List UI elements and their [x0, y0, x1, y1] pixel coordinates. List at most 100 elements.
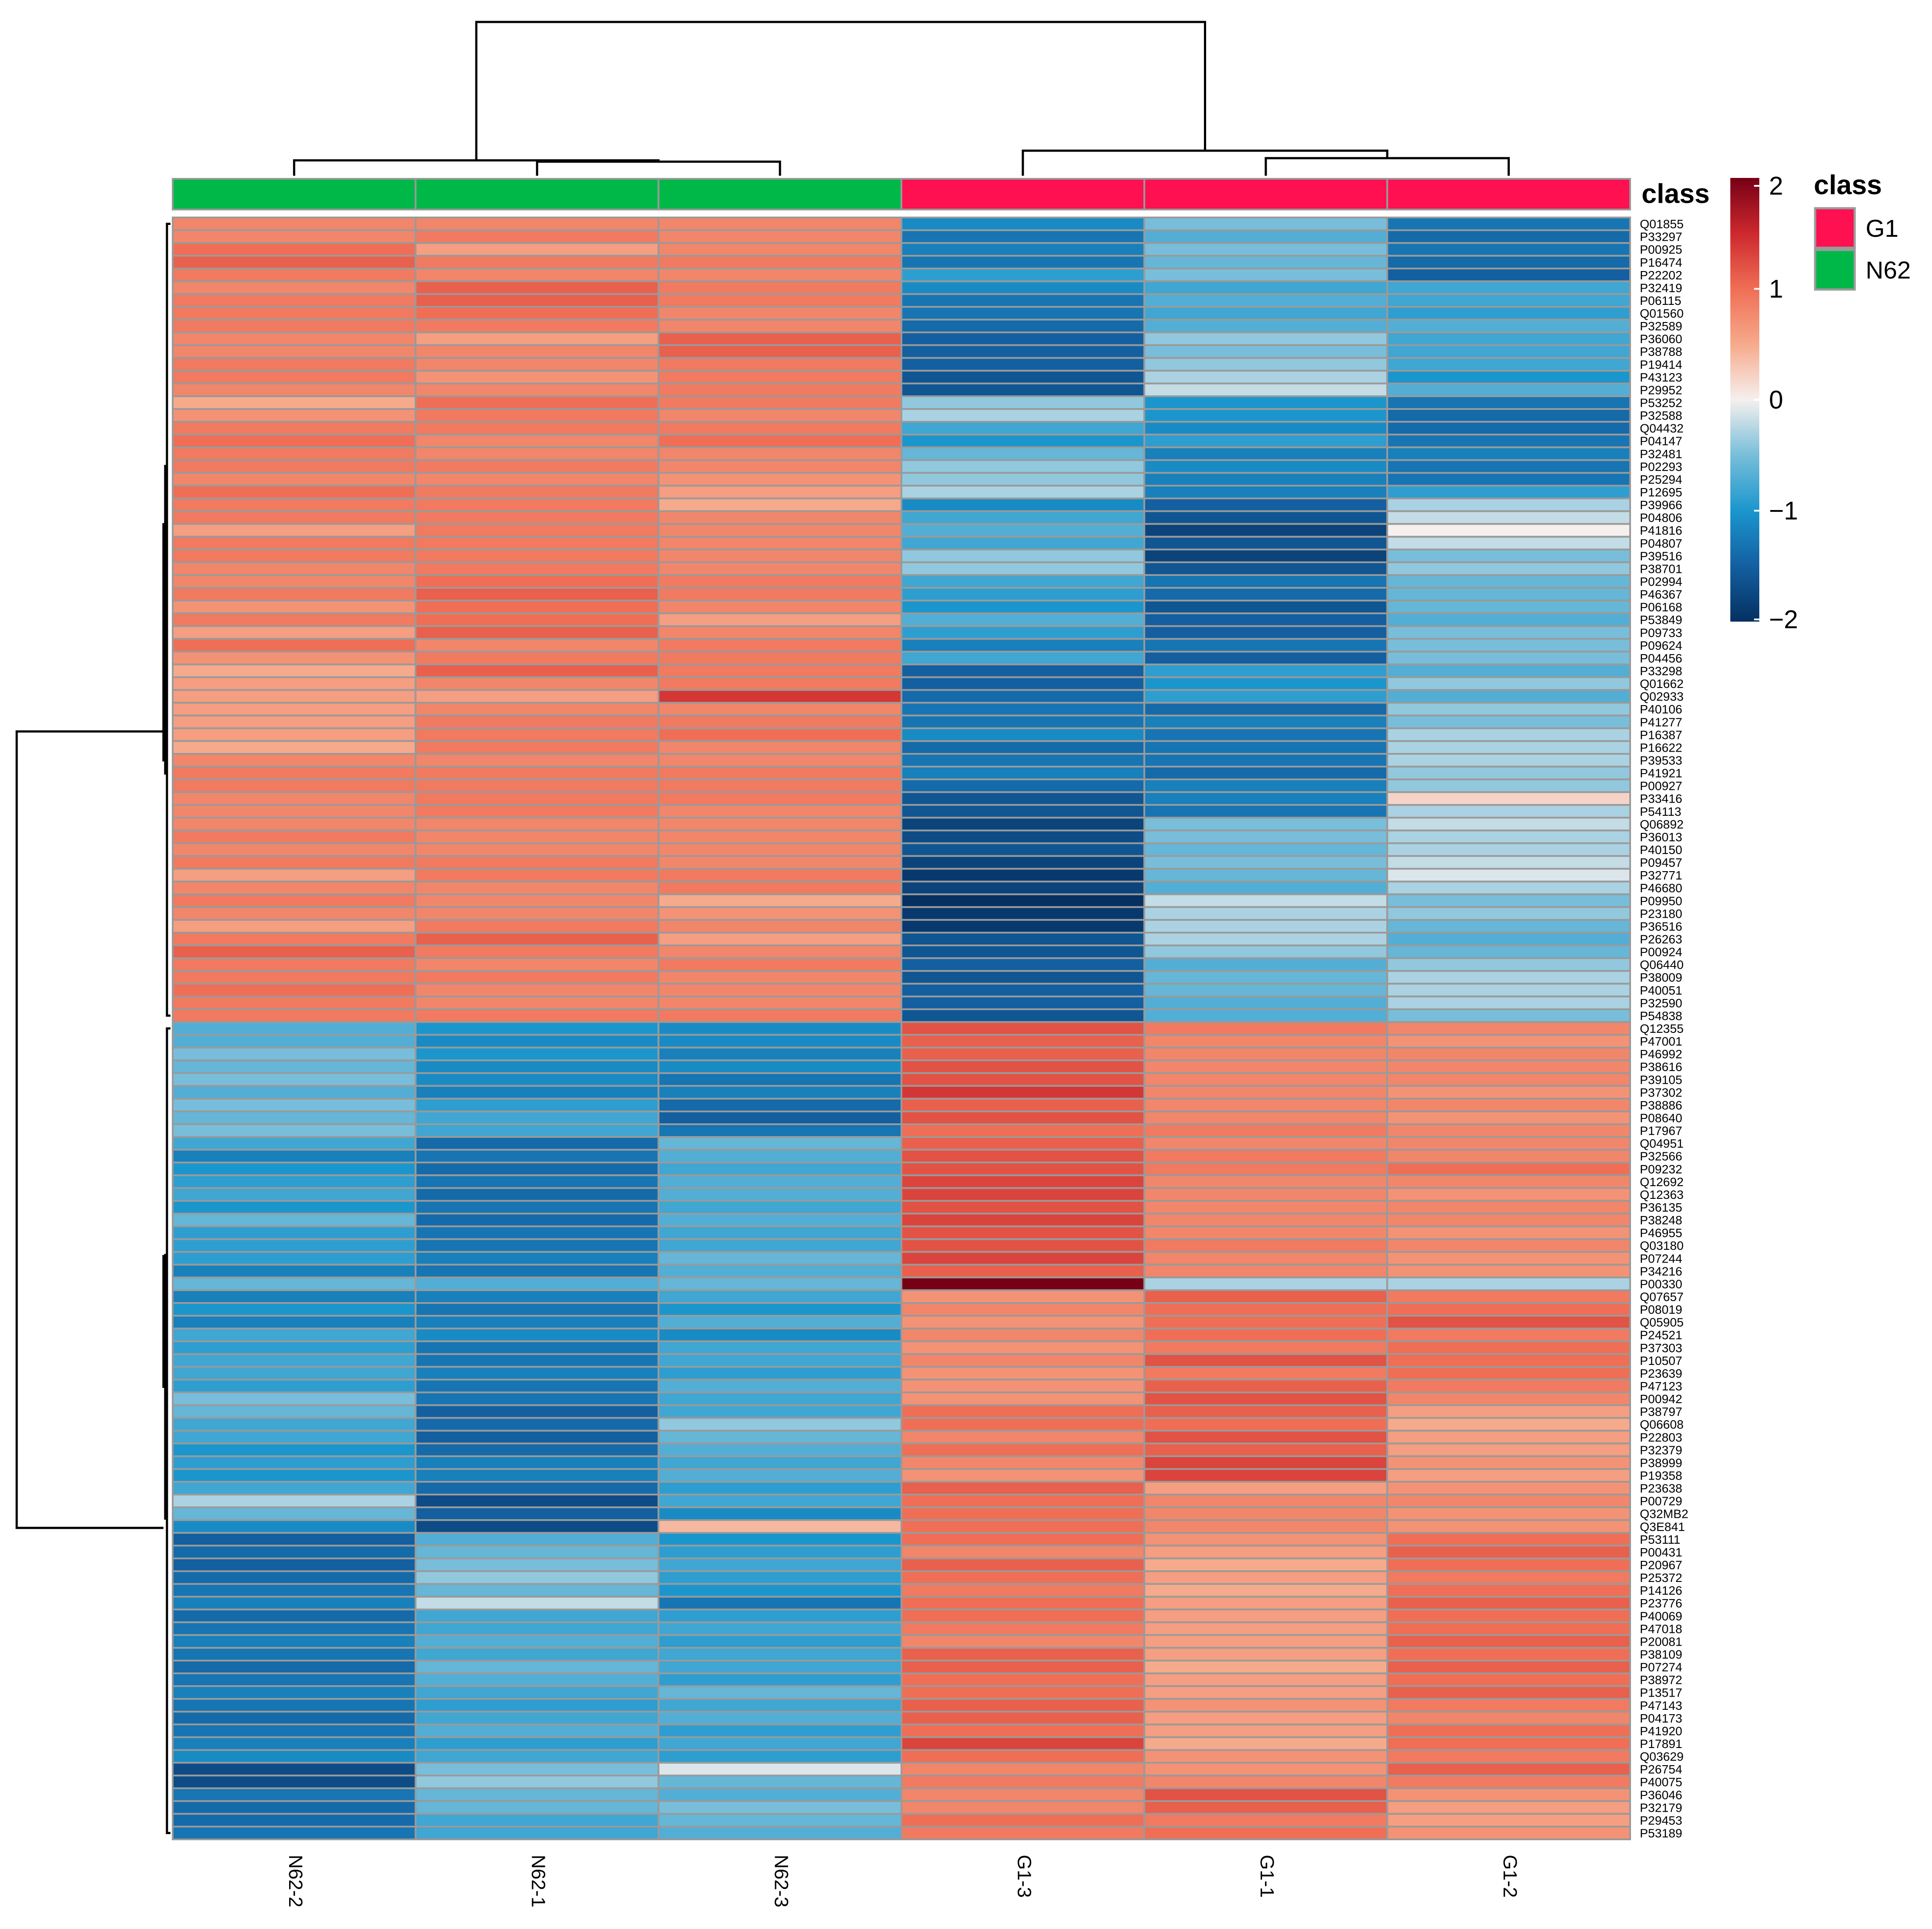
heatmap-cell: [1143, 1481, 1388, 1496]
heatmap-cell: [1386, 1200, 1631, 1215]
heatmap-cell: [414, 485, 660, 499]
heatmap-cell: [1143, 255, 1388, 270]
row-label: P39105: [1640, 1073, 1682, 1086]
heatmap-cell: [900, 842, 1145, 857]
heatmap-cell: [900, 485, 1145, 499]
annotation-cell: [1143, 178, 1388, 210]
heatmap-cell: [900, 1647, 1145, 1662]
heatmap-cell: [1386, 1685, 1631, 1700]
row-label: P09232: [1640, 1162, 1682, 1176]
heatmap-cell: [900, 1034, 1145, 1049]
heatmap-cell: [1386, 548, 1631, 563]
heatmap-cell: [900, 306, 1145, 321]
heatmap-cell: [414, 1787, 660, 1802]
row-label: P32419: [1640, 281, 1682, 295]
heatmap-cell: [900, 242, 1145, 257]
heatmap-cell: [172, 434, 417, 449]
heatmap-cell: [1386, 382, 1631, 397]
row-label: P06168: [1640, 601, 1682, 614]
heatmap-cell: [900, 497, 1145, 512]
heatmap-cell: [657, 408, 903, 423]
heatmap-cell: [900, 880, 1145, 895]
dendrogram-link: [166, 1027, 170, 1834]
heatmap-cell: [657, 446, 903, 461]
heatmap-cell: [1386, 1379, 1631, 1393]
heatmap-cell: [657, 1034, 903, 1049]
annotation-cell: [1386, 178, 1631, 210]
heatmap-cell: [1386, 421, 1631, 436]
heatmap-cell: [1386, 574, 1631, 589]
heatmap-cell: [1143, 1762, 1388, 1777]
heatmap-cell: [1386, 714, 1631, 729]
heatmap-cell: [172, 472, 417, 487]
heatmap-cell: [172, 1762, 417, 1777]
heatmap-cell: [1143, 510, 1388, 525]
heatmap-cell: [657, 561, 903, 576]
heatmap-cell: [414, 1187, 660, 1202]
heatmap-cell: [900, 714, 1145, 729]
heatmap-cell: [172, 421, 417, 436]
heatmap-cell: [657, 1046, 903, 1061]
heatmap-cell: [1386, 612, 1631, 627]
heatmap-cell: [172, 1813, 417, 1828]
heatmap-cell: [900, 727, 1145, 742]
heatmap-cell: [900, 600, 1145, 615]
heatmap-cell: [414, 1174, 660, 1189]
row-label: P40075: [1640, 1775, 1682, 1789]
heatmap-cell: [900, 1340, 1145, 1355]
heatmap-cell: [657, 855, 903, 870]
heatmap-cell: [1386, 1149, 1631, 1164]
heatmap-cell: [414, 1225, 660, 1240]
heatmap-cell: [1386, 268, 1631, 282]
heatmap-cell: [657, 1672, 903, 1687]
heatmap-cell: [172, 1749, 417, 1764]
heatmap-cell: [172, 676, 417, 691]
heatmap-cell: [1143, 1736, 1388, 1751]
heatmap-cell: [172, 1647, 417, 1662]
heatmap-cell: [900, 1072, 1145, 1087]
heatmap-cell: [172, 1366, 417, 1381]
heatmap-cell: [1386, 1340, 1631, 1355]
heatmap-cell: [657, 1136, 903, 1151]
row-label: P47143: [1640, 1699, 1682, 1712]
heatmap-cell: [172, 1225, 417, 1240]
heatmap-cell: [657, 1481, 903, 1496]
heatmap-cell: [1143, 1494, 1388, 1509]
heatmap-cell: [657, 957, 903, 972]
heatmap-cell: [1386, 280, 1631, 295]
heatmap-cell: [1143, 1021, 1388, 1036]
heatmap-cell: [657, 242, 903, 257]
heatmap-cell: [414, 1672, 660, 1687]
heatmap-cell: [1386, 1072, 1631, 1087]
heatmap-cell: [1143, 651, 1388, 666]
row-label: Q03629: [1640, 1750, 1684, 1763]
row-label: P26263: [1640, 933, 1682, 946]
heatmap-cell: [1386, 229, 1631, 244]
heatmap-cell: [1386, 1110, 1631, 1126]
heatmap-cell: [172, 1660, 417, 1675]
heatmap-cell: [414, 1749, 660, 1764]
heatmap-cell: [900, 1021, 1145, 1036]
heatmap-cell: [657, 1723, 903, 1738]
row-label: Q02933: [1640, 690, 1684, 703]
heatmap-cell: [172, 229, 417, 244]
heatmap-cell: [657, 268, 903, 282]
heatmap-cell: [900, 1545, 1145, 1560]
column-dendrogram: [293, 21, 1510, 176]
heatmap-cell: [900, 1787, 1145, 1802]
row-label: Q06440: [1640, 958, 1684, 972]
heatmap-cell: [657, 804, 903, 819]
heatmap-cell: [657, 945, 903, 959]
row-label: P46955: [1640, 1226, 1682, 1240]
heatmap-cell: [1143, 1723, 1388, 1738]
heatmap-cell: [657, 638, 903, 653]
heatmap-cell: [657, 1532, 903, 1547]
heatmap-cell: [172, 842, 417, 857]
heatmap-cell: [414, 1149, 660, 1164]
heatmap-cell: [900, 804, 1145, 819]
heatmap-cell: [1143, 561, 1388, 576]
heatmap-cell: [172, 306, 417, 321]
heatmap-cell: [900, 1162, 1145, 1176]
heatmap-cell: [900, 931, 1145, 947]
